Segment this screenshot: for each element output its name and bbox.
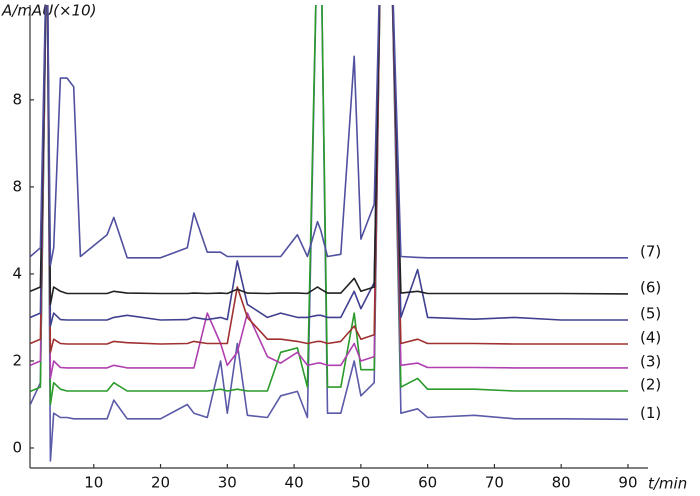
x-tick-label: 50 <box>351 474 370 492</box>
trace-label: (5) <box>640 305 661 323</box>
y-tick-label: 2 <box>12 351 22 369</box>
trace <box>30 5 628 354</box>
trace-label: (3) <box>640 352 661 370</box>
x-tick-label: 70 <box>485 474 504 492</box>
trace-label: (7) <box>640 242 661 260</box>
x-axis-label: t/min <box>648 475 687 493</box>
trace-label: (4) <box>640 328 661 346</box>
y-tick-label: 4 <box>12 264 22 282</box>
y-axis-label: A/mAU(×10) <box>1 2 97 20</box>
x-tick-label: 90 <box>618 474 637 492</box>
trace <box>30 5 629 306</box>
x-tick-label: 10 <box>84 474 103 492</box>
trace-label: (1) <box>640 404 661 422</box>
trace <box>30 5 628 327</box>
x-tick-label: 40 <box>285 474 304 492</box>
x-tick-label: 20 <box>151 474 170 492</box>
x-tick-label: 80 <box>552 474 571 492</box>
y-tick-label: 0 <box>12 438 22 456</box>
trace-label: (2) <box>640 375 661 393</box>
plot-area <box>30 5 629 462</box>
trace-label: (6) <box>640 278 661 296</box>
x-tick-label: 60 <box>418 474 437 492</box>
trace <box>30 5 629 462</box>
x-tick-label: 30 <box>218 474 237 492</box>
y-tick-label: 8 <box>12 90 22 108</box>
y-tick-label: 8 <box>12 177 22 195</box>
trace <box>30 5 628 380</box>
trace <box>30 5 628 266</box>
